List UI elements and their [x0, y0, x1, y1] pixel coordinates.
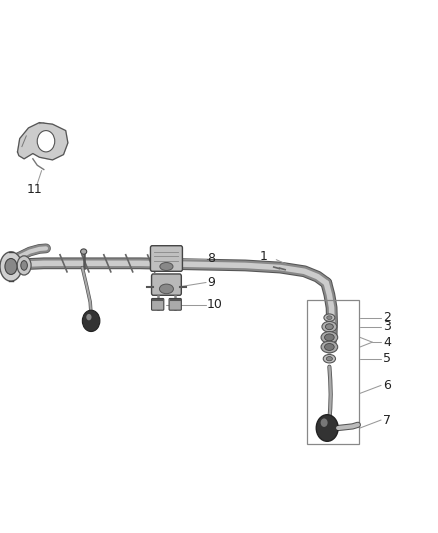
Ellipse shape	[324, 314, 335, 321]
Circle shape	[321, 418, 328, 427]
Text: 11: 11	[27, 183, 43, 196]
Ellipse shape	[17, 256, 31, 275]
Ellipse shape	[325, 344, 334, 351]
Circle shape	[316, 415, 338, 441]
Ellipse shape	[321, 341, 338, 353]
Ellipse shape	[326, 357, 332, 361]
FancyBboxPatch shape	[169, 298, 181, 310]
Text: 3: 3	[383, 320, 391, 333]
Ellipse shape	[5, 259, 17, 274]
Circle shape	[82, 310, 100, 332]
Ellipse shape	[321, 332, 338, 343]
Circle shape	[86, 314, 92, 320]
Ellipse shape	[325, 324, 333, 329]
Ellipse shape	[160, 263, 173, 271]
Ellipse shape	[327, 316, 332, 320]
Ellipse shape	[323, 354, 336, 363]
Ellipse shape	[21, 261, 27, 270]
Text: 8: 8	[207, 252, 215, 265]
Ellipse shape	[159, 284, 173, 294]
Ellipse shape	[81, 249, 87, 254]
Polygon shape	[18, 123, 68, 160]
Ellipse shape	[322, 321, 337, 332]
Text: 4: 4	[383, 336, 391, 349]
Text: 7: 7	[383, 414, 391, 426]
FancyBboxPatch shape	[152, 274, 181, 295]
Bar	[307, 300, 359, 444]
Text: 6: 6	[383, 379, 391, 392]
Text: 5: 5	[383, 352, 391, 365]
Text: 2: 2	[383, 311, 391, 324]
Text: 9: 9	[207, 276, 215, 289]
Ellipse shape	[0, 252, 22, 281]
FancyBboxPatch shape	[152, 298, 164, 310]
Ellipse shape	[325, 334, 334, 341]
Text: 10: 10	[207, 298, 223, 311]
Text: 1: 1	[259, 251, 267, 263]
FancyBboxPatch shape	[151, 246, 183, 271]
Circle shape	[37, 131, 55, 152]
